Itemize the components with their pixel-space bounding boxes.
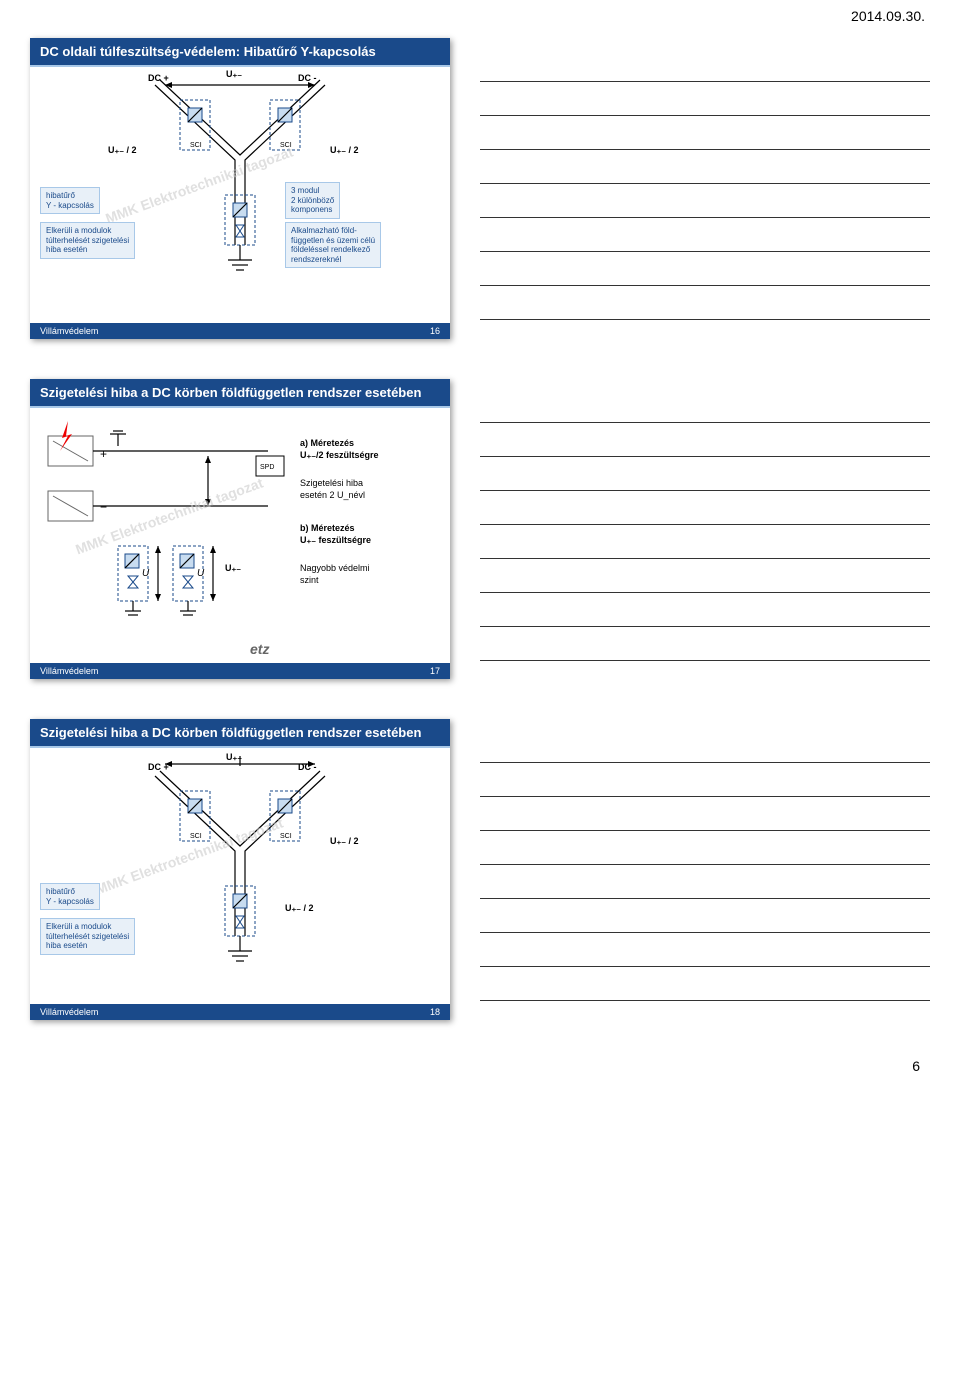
note-line — [480, 491, 930, 525]
footer-right: 18 — [430, 1007, 440, 1017]
slide-title: Szigetelési hiba a DC körben földfüggetl… — [30, 719, 450, 748]
text-b: b) Méretezés U₊₋ feszültségre — [300, 523, 371, 546]
note-line — [480, 525, 930, 559]
footer-page: 6 — [912, 1058, 920, 1074]
row-2: Szigetelési hiba a DC körben földfüggetl… — [0, 369, 960, 709]
page-footer: 6 — [0, 1050, 960, 1084]
u-half-right: U₊₋ / 2 — [330, 145, 359, 156]
footer-right: 16 — [430, 326, 440, 336]
slide-16: DC oldali túlfeszültség-védelem: Hibatűr… — [30, 38, 450, 339]
svg-text:U: U — [197, 568, 205, 579]
u-half-lower: U₊₋ / 2 — [285, 903, 314, 914]
note-line — [480, 116, 930, 150]
slide-18: Szigetelési hiba a DC körben földfüggetl… — [30, 719, 450, 1020]
note-line — [480, 252, 930, 286]
page-header: 2014.09.30. — [0, 0, 960, 28]
note-line — [480, 865, 930, 899]
note-line — [480, 763, 930, 797]
y-diagram-18: SCI SCI — [40, 756, 440, 996]
svg-text:U: U — [142, 568, 150, 579]
notes-area — [480, 719, 930, 1020]
note-line — [480, 593, 930, 627]
note-line — [480, 797, 930, 831]
note-line — [480, 423, 930, 457]
note-line — [480, 559, 930, 593]
text-b2: Nagyobb védelmi szint — [300, 563, 370, 586]
svg-text:SCI: SCI — [190, 833, 202, 840]
note-line — [480, 729, 930, 763]
callout-left2: Elkerüli a modulok túlterhelését szigete… — [40, 222, 135, 259]
note-line — [480, 933, 930, 967]
slide-title: Szigetelési hiba a DC körben földfüggetl… — [30, 379, 450, 408]
u-half-left: U₊₋ / 2 — [108, 145, 137, 156]
slide-17: Szigetelési hiba a DC körben földfüggetl… — [30, 379, 450, 679]
footer-right: 17 — [430, 666, 440, 676]
row-3: Szigetelési hiba a DC körben földfüggetl… — [0, 709, 960, 1050]
slide-footer: Villámvédelem 18 — [30, 1004, 450, 1020]
dc-minus-label: DC - — [298, 73, 317, 83]
note-line — [480, 82, 930, 116]
header-date: 2014.09.30. — [851, 8, 925, 24]
u-pm-label: U₊₋ — [226, 752, 242, 763]
callout-right2: Alkalmazható föld- független és üzemi cé… — [285, 222, 381, 268]
notes-area — [480, 379, 930, 679]
note-line — [480, 286, 930, 320]
slide-body: MMK Elektrotechnikai tagozat + − SPD — [30, 408, 450, 663]
note-line — [480, 899, 930, 933]
note-line — [480, 831, 930, 865]
callout-left1: hibatűrő Y - kapcsolás — [40, 883, 100, 910]
svg-text:SCI: SCI — [190, 142, 202, 149]
slide-title: DC oldali túlfeszültség-védelem: Hibatűr… — [30, 38, 450, 67]
y-diagram: SCI SCI — [40, 75, 440, 315]
u-half-right: U₊₋ / 2 — [330, 836, 359, 847]
text-a: a) Méretezés U₊₋/2 feszültségre — [300, 438, 379, 461]
note-line — [480, 48, 930, 82]
slide-body: MMK Elektrotechnikai tagozat SCI SCI — [30, 67, 450, 323]
svg-text:−: − — [100, 500, 107, 514]
note-line — [480, 150, 930, 184]
callout-left2: Elkerüli a modulok túlterhelését szigete… — [40, 918, 135, 955]
notes-area — [480, 38, 930, 339]
svg-text:SCI: SCI — [280, 142, 292, 149]
slide-footer: Villámvédelem 16 — [30, 323, 450, 339]
etz-logo: etz — [250, 641, 269, 657]
slide-body: MMK Elektrotechnikai tagozat SCI SCI — [30, 748, 450, 1004]
note-line — [480, 627, 930, 661]
note-line — [480, 184, 930, 218]
svg-text:SPD: SPD — [260, 464, 274, 471]
callout-left1: hibatűrő Y - kapcsolás — [40, 187, 100, 214]
svg-text:+: + — [100, 447, 107, 461]
footer-left: Villámvédelem — [40, 666, 98, 676]
row-1: DC oldali túlfeszültség-védelem: Hibatűr… — [0, 28, 960, 369]
slide-footer: Villámvédelem 17 — [30, 663, 450, 679]
u-pm-label: U₊₋ — [225, 563, 241, 574]
note-line — [480, 457, 930, 491]
u-pm-label: U₊₋ — [226, 69, 242, 80]
note-line — [480, 218, 930, 252]
dc-minus-label: DC - — [298, 762, 317, 772]
dc-plus-label: DC + — [148, 73, 169, 83]
note-line — [480, 967, 930, 1001]
note-line — [480, 389, 930, 423]
text-a2: Szigetelési hiba esetén 2 U_névl — [300, 478, 365, 501]
footer-left: Villámvédelem — [40, 326, 98, 336]
callout-right1: 3 modul 2 különböző komponens — [285, 182, 340, 219]
svg-text:SCI: SCI — [280, 833, 292, 840]
footer-left: Villámvédelem — [40, 1007, 98, 1017]
insulation-diagram: + − SPD — [38, 416, 298, 646]
dc-plus-label: DC + — [148, 762, 169, 772]
